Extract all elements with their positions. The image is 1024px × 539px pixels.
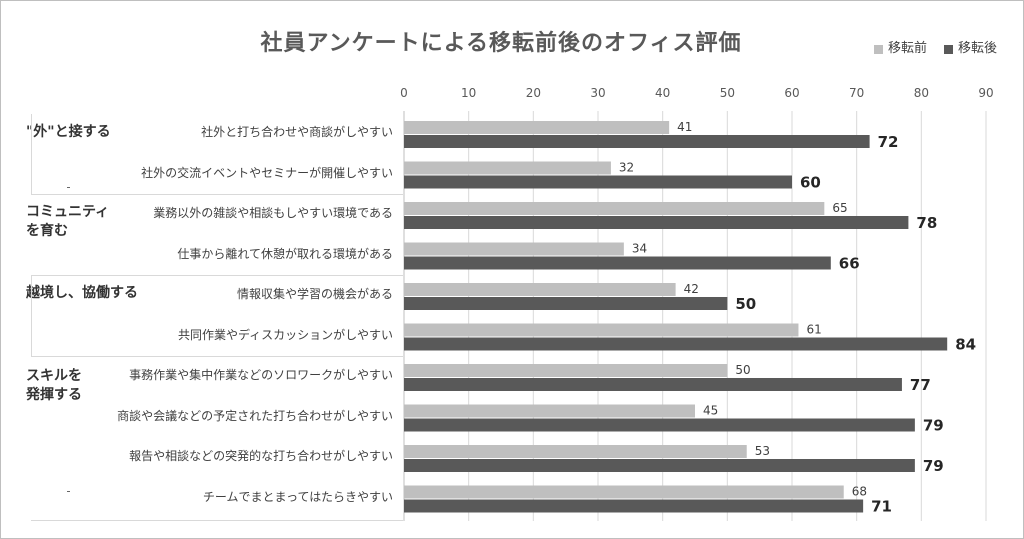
category-label: 情報収集や学習の機会がある [236,287,393,301]
data-label-before-9: 53 [755,444,770,458]
data-label-after-9: 79 [923,457,944,475]
group-bracket [31,114,32,194]
x-tick-label-80: 80 [914,86,929,100]
chart-title: 社員アンケートによる移転前後のオフィス評価 [260,31,742,56]
bar-before-8 [404,404,695,418]
category-label: 社外の交流イベントやセミナーが開催しやすい [141,165,393,180]
x-tick-label-20: 20 [526,86,541,100]
bar-before-3 [404,202,825,215]
data-label-after-3: 78 [916,214,937,232]
group-marker [67,491,70,492]
bar-after-7 [404,378,902,391]
group-separator [31,356,403,357]
bar-after-3 [404,216,909,229]
group-label: "外"と接する [26,124,111,140]
data-label-after-1: 72 [878,133,899,151]
x-tick-label-30: 30 [590,86,605,100]
x-tick-label-0: 0 [400,86,408,100]
group-label: コミュニティ を育む [26,204,110,239]
bar-before-9 [404,445,747,458]
x-tick-label-10: 10 [461,86,476,100]
bar-before-7 [404,364,728,377]
data-label-before-1: 41 [677,120,692,134]
bar-after-1 [404,135,870,148]
bar-before-1 [404,121,670,134]
bar-after-10 [404,499,864,513]
category-label: 仕事から離れて休憩が取れる環境がある [177,246,393,261]
group-bracket [31,275,32,356]
data-label-before-10: 68 [852,485,867,499]
category-label: チームでまとまってはたらきやすい [202,489,393,504]
group-separator-bottom [31,520,403,521]
data-label-after-4: 66 [839,255,860,273]
group-marker [67,187,70,188]
x-tick-label-60: 60 [784,86,799,100]
x-tick-label-70: 70 [849,86,864,100]
bar-after-5 [404,297,728,310]
group-separator [31,275,403,276]
group-label: スキルを 発揮する [26,368,82,403]
legend-label-after: 移転後 [958,41,998,56]
x-tick-label-90: 90 [978,86,993,100]
data-label-before-6: 61 [806,323,821,337]
data-label-after-8: 79 [923,417,944,435]
data-label-before-4: 34 [632,242,647,256]
data-label-before-8: 45 [703,404,718,418]
data-label-before-7: 50 [735,363,750,377]
bar-before-10 [404,485,844,499]
category-label: 共同作業やディスカッションがしやすい [177,327,393,342]
bar-before-6 [404,323,799,337]
data-label-after-6: 84 [955,336,976,354]
data-label-after-7: 77 [910,376,931,394]
legend-swatch-after [944,45,953,54]
category-label: 事務作業や集中作業などのソロワークがしやすい [129,368,393,382]
data-label-before-2: 32 [619,161,634,175]
group-separator [31,194,403,195]
category-label: 社外と打ち合わせや商談がしやすい [201,125,393,139]
data-label-before-3: 65 [832,201,847,215]
bar-before-2 [404,161,611,175]
data-label-after-10: 71 [871,498,892,516]
bar-before-4 [404,242,624,256]
legend-label-before: 移転前 [888,41,928,56]
bar-before-5 [404,283,676,296]
bar-after-4 [404,256,831,270]
bar-after-9 [404,459,915,472]
bar-after-8 [404,418,915,432]
x-tick-label-50: 50 [720,86,735,100]
data-label-after-5: 50 [735,295,756,313]
group-label: 越境し、協働する [26,285,138,301]
category-label: 報告や相談などの突発的な打ち合わせがしやすい [129,449,393,463]
category-label: 業務以外の雑談や相談もしやすい環境である [153,206,393,220]
legend-swatch-before [874,45,883,54]
data-label-after-2: 60 [800,174,821,192]
data-label-before-5: 42 [684,282,699,296]
bar-after-2 [404,175,792,189]
category-label: 商談や会議などの予定された打ち合わせがしやすい [117,408,393,423]
bar-after-6 [404,337,948,351]
x-tick-label-40: 40 [655,86,670,100]
